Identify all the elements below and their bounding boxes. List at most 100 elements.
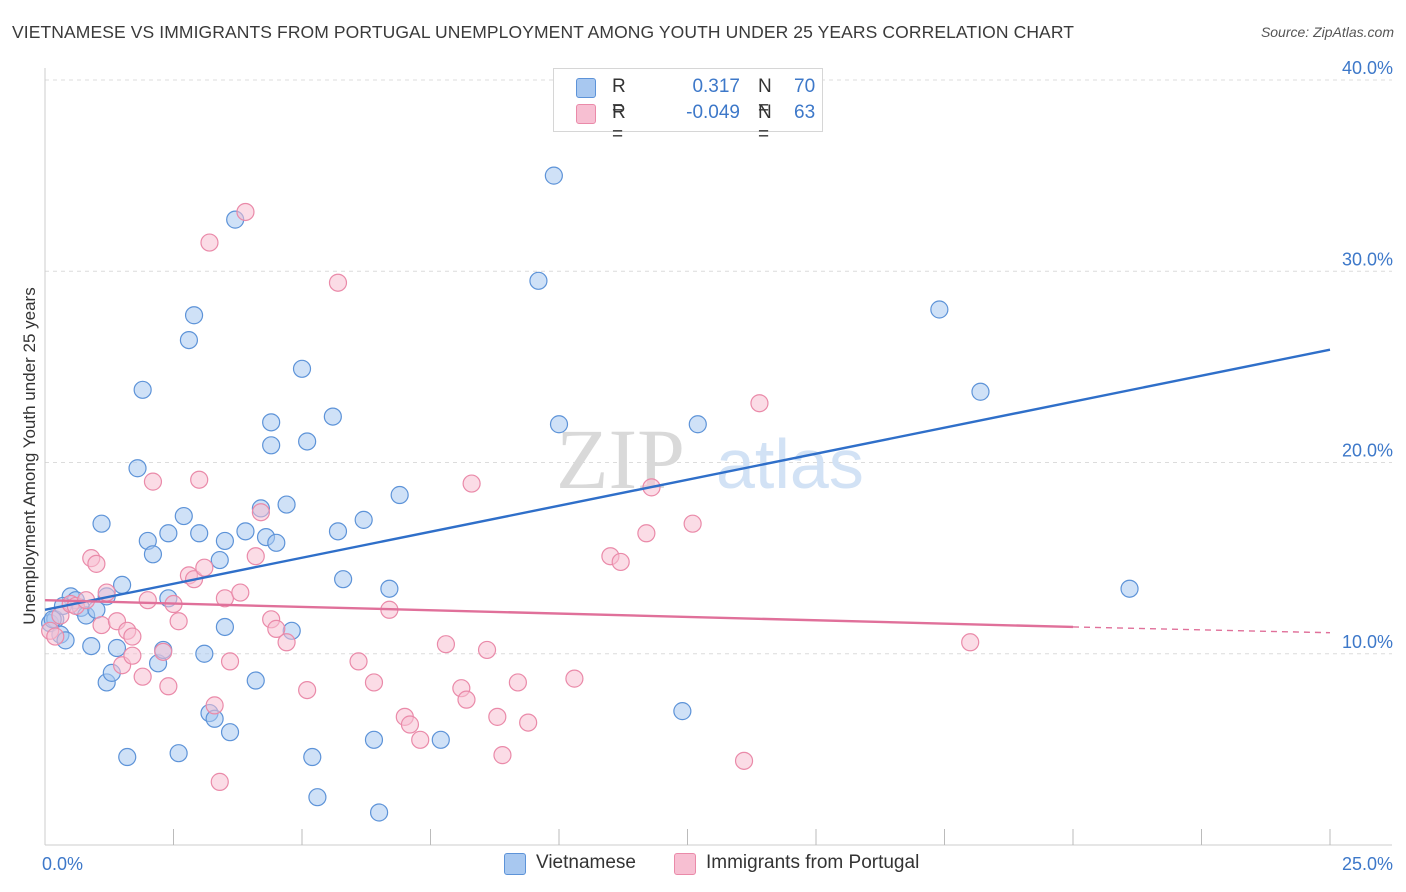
legend-r-value: -0.049 (686, 102, 740, 123)
data-point (390, 485, 409, 505)
data-point (236, 202, 255, 222)
data-point (549, 415, 569, 434)
data-point (159, 524, 178, 543)
data-point (734, 751, 754, 770)
data-point (298, 432, 317, 451)
data-point (143, 472, 163, 491)
data-point (267, 619, 286, 638)
data-point (750, 394, 769, 413)
data-point (688, 415, 707, 434)
data-point (349, 652, 368, 671)
data-point (205, 696, 224, 715)
data-point (308, 788, 327, 807)
data-point (961, 633, 980, 652)
data-point (169, 744, 188, 763)
data-points (41, 166, 1139, 822)
data-point (133, 380, 152, 399)
data-point (262, 436, 281, 455)
data-point (174, 506, 193, 526)
data-point (246, 671, 265, 690)
data-point (262, 413, 281, 432)
data-point (508, 673, 527, 692)
data-point (323, 407, 342, 426)
data-point (179, 331, 199, 350)
data-point (930, 300, 949, 319)
data-point (411, 730, 430, 749)
data-point (611, 552, 630, 572)
data-point (190, 470, 209, 489)
trend-lines (44, 348, 1331, 634)
data-point (328, 273, 348, 292)
axes (44, 68, 1392, 846)
legend-swatch-vietnamese (576, 78, 596, 98)
data-point (354, 510, 373, 529)
data-point (267, 533, 286, 552)
data-point (364, 673, 384, 692)
data-point (303, 747, 322, 767)
data-point (210, 550, 229, 570)
correlation-legend: R = 0.317 N = 70 R = -0.049 N = 63 (553, 68, 823, 145)
data-point (112, 575, 132, 595)
data-point (200, 233, 219, 252)
data-point (462, 474, 481, 493)
data-point (370, 803, 389, 822)
trendline-vietnamese (44, 348, 1331, 611)
y-tick-label: 10.0% (1342, 632, 1393, 652)
legend-n-label: N = (758, 102, 772, 145)
trendline-extension-portugal (1072, 626, 1331, 634)
data-point (488, 707, 507, 726)
data-point (210, 772, 229, 791)
series-vietnamese (41, 166, 1139, 822)
x-tick-label: 25.0% (1342, 854, 1393, 874)
watermark-zip: ZIP (556, 411, 685, 507)
data-point (251, 503, 270, 522)
data-point (277, 633, 296, 652)
data-point (298, 680, 317, 700)
legend-swatch-vietnamese (504, 853, 526, 875)
legend-r-label: R = (612, 76, 626, 119)
data-point (673, 702, 692, 721)
legend-n-label: N = (758, 76, 772, 119)
data-point (457, 690, 476, 709)
data-point (637, 524, 656, 543)
data-point (519, 713, 538, 732)
data-point (82, 636, 101, 656)
data-point (565, 669, 584, 688)
data-point (92, 615, 111, 635)
data-point (292, 359, 312, 378)
x-tick-label: 0.0% (42, 854, 83, 874)
data-point (46, 627, 65, 646)
data-point (195, 644, 214, 663)
data-point (334, 570, 353, 589)
y-tick-label: 20.0% (1342, 441, 1393, 461)
grid-lines (45, 79, 1392, 655)
watermark: ZIP atlas (556, 411, 864, 507)
tick-labels: 10.0% 20.0% 30.0% 40.0% 0.0% 25.0% (42, 58, 1393, 874)
legend-label-vietnamese: Vietnamese (536, 852, 636, 873)
data-point (529, 271, 548, 290)
y-tick-label: 40.0% (1342, 58, 1393, 78)
legend-n-value: 63 (794, 102, 816, 123)
data-point (154, 642, 173, 661)
legend-label-portugal: Immigrants from Portugal (706, 852, 920, 873)
data-point (683, 514, 702, 533)
data-point (123, 646, 142, 665)
data-point (220, 652, 240, 671)
data-point (220, 723, 240, 742)
trendline-portugal (44, 599, 1074, 629)
data-point (133, 667, 152, 686)
data-point (328, 522, 348, 541)
source-label: Source: ZipAtlas.com (1260, 24, 1394, 40)
data-point (169, 612, 188, 631)
data-point (231, 583, 250, 602)
legend-swatch-portugal (576, 104, 596, 124)
data-point (215, 531, 234, 551)
data-point (431, 730, 450, 749)
data-point (159, 677, 178, 696)
watermark-atlas: atlas (716, 425, 864, 503)
legend-swatch-portugal (674, 853, 696, 875)
chart-title: VIETNAMESE VS IMMIGRANTS FROM PORTUGAL U… (12, 22, 1075, 42)
data-point (277, 495, 296, 514)
series-portugal (41, 202, 980, 791)
data-point (236, 522, 255, 541)
